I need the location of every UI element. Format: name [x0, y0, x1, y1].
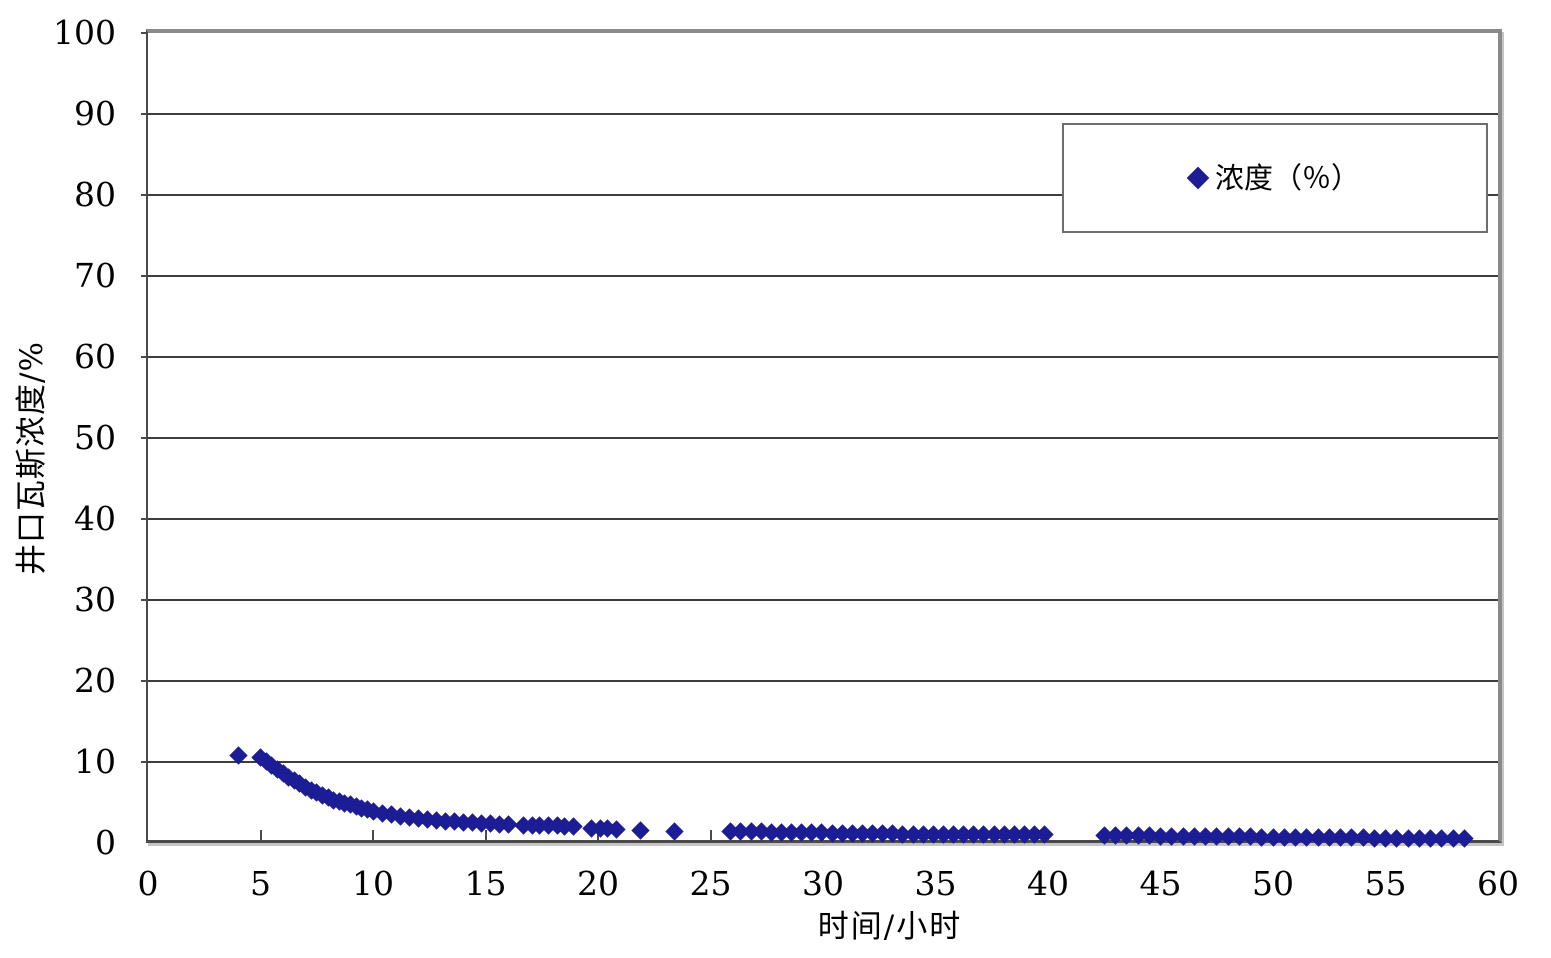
- x-tick-label: 0: [137, 864, 159, 903]
- x-tick-label: 40: [1027, 864, 1069, 903]
- h-gridline: [148, 599, 1498, 601]
- y-tick-label: 50: [74, 418, 116, 457]
- x-tick-mark: [709, 830, 712, 840]
- h-gridline: [148, 437, 1498, 439]
- y-tick-label: 70: [74, 256, 116, 295]
- x-tick-label: 10: [352, 864, 394, 903]
- h-gridline: [148, 518, 1498, 520]
- y-tick-mark: [141, 356, 148, 358]
- y-tick-mark: [141, 680, 148, 682]
- h-gridline: [148, 194, 1498, 196]
- x-tick-label: 25: [689, 864, 732, 903]
- h-gridline: [148, 113, 1498, 115]
- y-tick-label: 100: [53, 13, 116, 52]
- x-tick-label: 35: [914, 864, 957, 903]
- y-tick-label: 20: [74, 661, 116, 700]
- y-tick-label: 10: [74, 742, 116, 781]
- x-tick-label: 15: [464, 864, 507, 903]
- x-tick-label: 20: [577, 864, 619, 903]
- x-tick-label: 50: [1252, 864, 1294, 903]
- h-gridline: [148, 761, 1498, 763]
- y-tick-mark: [141, 599, 148, 601]
- legend-diamond-icon: [1186, 166, 1210, 190]
- x-tick-label: 5: [250, 864, 271, 903]
- y-tick-label: 0: [95, 823, 116, 862]
- y-tick-label: 30: [74, 580, 116, 619]
- y-tick-mark: [141, 761, 148, 763]
- y-tick-mark: [141, 437, 148, 439]
- y-tick-mark: [141, 194, 148, 196]
- h-gridline: [148, 680, 1498, 682]
- x-tick-mark: [259, 830, 262, 840]
- y-tick-mark: [141, 275, 148, 277]
- h-gridline: [148, 356, 1498, 358]
- y-tick-label: 40: [74, 499, 116, 538]
- x-tick-label: 60: [1477, 864, 1519, 903]
- x-tick-mark: [484, 830, 487, 840]
- y-tick-label: 60: [74, 337, 116, 376]
- y-tick-mark: [141, 113, 148, 115]
- legend: 浓度（％）: [1062, 123, 1488, 233]
- x-axis-title: 时间/小时: [817, 909, 963, 945]
- x-tick-label: 45: [1139, 864, 1182, 903]
- x-tick-label: 30: [802, 864, 844, 903]
- x-tick-label: 55: [1364, 864, 1407, 903]
- y-tick-label: 80: [74, 175, 116, 214]
- y-tick-label: 90: [74, 94, 116, 133]
- y-tick-mark: [141, 518, 148, 520]
- legend-series-label: 浓度（％）: [1214, 160, 1360, 195]
- h-gridline: [148, 275, 1498, 277]
- y-tick-mark: [141, 32, 148, 34]
- x-tick-mark: [372, 830, 374, 840]
